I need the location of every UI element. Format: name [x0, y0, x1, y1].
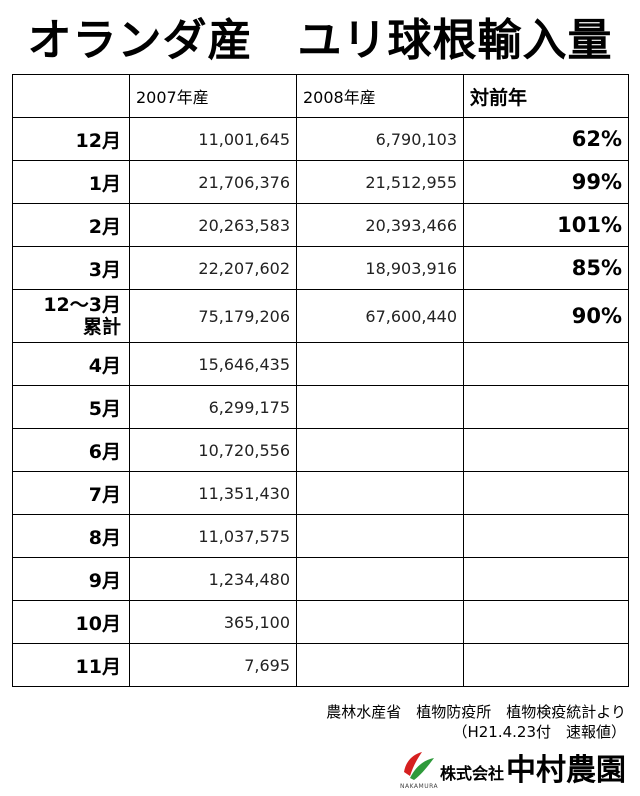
- page-title: オランダ産 ユリ球根輸入量: [27, 15, 613, 66]
- month-cell: 9月: [12, 557, 130, 601]
- value-2008: 18,903,916: [296, 246, 464, 290]
- value-2007: 11,001,645: [129, 117, 297, 161]
- value-2007: 75,179,206: [129, 289, 297, 343]
- yoy-cell: [463, 471, 629, 515]
- yoy-cell: [463, 600, 629, 644]
- table-row: 4月 15,646,435: [12, 342, 629, 386]
- value-2008: 6,790,103: [296, 117, 464, 161]
- table-row: 5月 6,299,175: [12, 385, 629, 429]
- leaf-icon: [403, 752, 434, 780]
- value-2008: [296, 643, 464, 687]
- yoy-cell: [463, 385, 629, 429]
- value-2008: [296, 428, 464, 472]
- yoy-cell: 90%: [463, 289, 629, 343]
- table-row: 1月 21,706,376 21,512,955 99%: [12, 160, 629, 204]
- value-2007: 1,234,480: [129, 557, 297, 601]
- yoy-cell: [463, 342, 629, 386]
- table-row: 3月 22,207,602 18,903,916 85%: [12, 246, 629, 290]
- header-2008: 2008年産: [296, 74, 464, 118]
- yoy-cell: [463, 643, 629, 687]
- value-2007: 15,646,435: [129, 342, 297, 386]
- table-row-cumulative: 12～3月 累計 75,179,206 67,600,440 90%: [12, 289, 629, 343]
- yoy-cell: [463, 428, 629, 472]
- yoy-cell: [463, 557, 629, 601]
- cumulative-range: 12～3月: [43, 294, 121, 316]
- value-2008: [296, 514, 464, 558]
- table-row: 7月 11,351,430: [12, 471, 629, 515]
- yoy-cell: 99%: [463, 160, 629, 204]
- value-2008: [296, 557, 464, 601]
- month-cell: 3月: [12, 246, 130, 290]
- month-cell: 4月: [12, 342, 130, 386]
- table-row: 8月 11,037,575: [12, 514, 629, 558]
- month-cell: 5月: [12, 385, 130, 429]
- header-2007: 2007年産: [129, 74, 297, 118]
- source-line: 農林水産省 植物防疫所 植物検疫統計より: [326, 703, 626, 721]
- table-row: 12月 11,001,645 6,790,103 62%: [12, 117, 629, 161]
- value-2008: [296, 600, 464, 644]
- table-row: 6月 10,720,556: [12, 428, 629, 472]
- value-2007: 11,351,430: [129, 471, 297, 515]
- value-2007: 21,706,376: [129, 160, 297, 204]
- value-2008: 21,512,955: [296, 160, 464, 204]
- header-empty: [12, 74, 130, 118]
- table-header-row: 2007年産 2008年産 対前年: [12, 74, 629, 118]
- month-cell: 6月: [12, 428, 130, 472]
- value-2007: 365,100: [129, 600, 297, 644]
- yoy-cell: 101%: [463, 203, 629, 247]
- value-2007: 11,037,575: [129, 514, 297, 558]
- value-2008: [296, 471, 464, 515]
- table-row: 2月 20,263,583 20,393,466 101%: [12, 203, 629, 247]
- yoy-cell: 62%: [463, 117, 629, 161]
- source-date: （H21.4.23付 速報値）: [452, 723, 626, 741]
- table-row: 11月 7,695: [12, 643, 629, 687]
- company-logo: NAKAMURA 株式会社 中村農園: [399, 748, 626, 790]
- month-cell: 8月: [12, 514, 130, 558]
- value-2007: 22,207,602: [129, 246, 297, 290]
- company-prefix: 株式会社: [439, 764, 504, 783]
- value-2008: [296, 385, 464, 429]
- table-row: 9月 1,234,480: [12, 557, 629, 601]
- value-2007: 7,695: [129, 643, 297, 687]
- value-2008: [296, 342, 464, 386]
- logo-mark-icon: NAKAMURA: [399, 750, 439, 790]
- month-cell: 10月: [12, 600, 130, 644]
- month-cell: 2月: [12, 203, 130, 247]
- month-cell: 7月: [12, 471, 130, 515]
- value-2008: 67,600,440: [296, 289, 464, 343]
- logo-romaji: NAKAMURA: [399, 783, 439, 790]
- table-row: 10月 365,100: [12, 600, 629, 644]
- header-yoy: 対前年: [463, 74, 629, 118]
- value-2007: 6,299,175: [129, 385, 297, 429]
- month-cell: 1月: [12, 160, 130, 204]
- yoy-cell: [463, 514, 629, 558]
- month-cell: 11月: [12, 643, 130, 687]
- yoy-cell: 85%: [463, 246, 629, 290]
- cumulative-label: 累計: [82, 316, 121, 338]
- value-2007: 20,263,583: [129, 203, 297, 247]
- source-note: 農林水産省 植物防疫所 植物検疫統計より （H21.4.23付 速報値）: [326, 702, 626, 742]
- import-table: 2007年産 2008年産 対前年 12月 11,001,645 6,790,1…: [12, 74, 629, 687]
- company-name: 中村農園: [506, 753, 626, 788]
- month-cell-cumulative: 12～3月 累計: [12, 289, 130, 343]
- value-2008: 20,393,466: [296, 203, 464, 247]
- month-cell: 12月: [12, 117, 130, 161]
- value-2007: 10,720,556: [129, 428, 297, 472]
